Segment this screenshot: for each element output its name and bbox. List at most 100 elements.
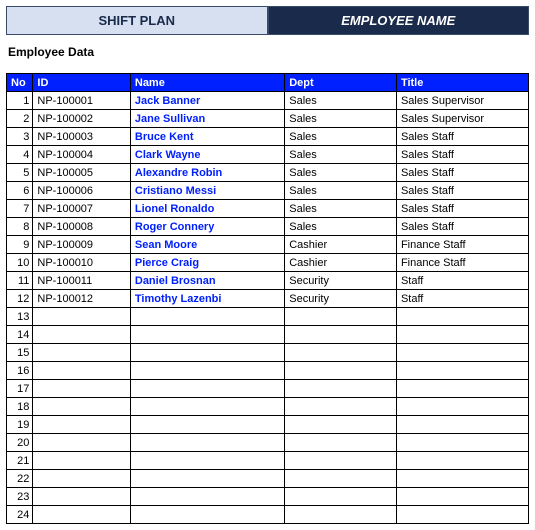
- cell-no[interactable]: 17: [7, 380, 33, 398]
- cell-title[interactable]: Sales Staff: [396, 218, 528, 236]
- cell-no[interactable]: 16: [7, 362, 33, 380]
- cell-name[interactable]: Timothy Lazenbi: [130, 290, 284, 308]
- cell-dept[interactable]: [285, 434, 397, 452]
- cell-dept[interactable]: Sales: [285, 164, 397, 182]
- cell-dept[interactable]: [285, 398, 397, 416]
- cell-dept[interactable]: [285, 344, 397, 362]
- cell-dept[interactable]: Sales: [285, 218, 397, 236]
- cell-title[interactable]: [396, 398, 528, 416]
- cell-no[interactable]: 1: [7, 92, 33, 110]
- cell-no[interactable]: 18: [7, 398, 33, 416]
- cell-dept[interactable]: [285, 308, 397, 326]
- cell-id[interactable]: NP-100008: [33, 218, 130, 236]
- cell-name[interactable]: [130, 488, 284, 506]
- cell-name[interactable]: [130, 398, 284, 416]
- cell-id[interactable]: [33, 416, 130, 434]
- cell-no[interactable]: 9: [7, 236, 33, 254]
- cell-id[interactable]: NP-100005: [33, 164, 130, 182]
- cell-name[interactable]: [130, 362, 284, 380]
- cell-title[interactable]: Sales Staff: [396, 182, 528, 200]
- cell-id[interactable]: [33, 506, 130, 524]
- cell-id[interactable]: [33, 362, 130, 380]
- cell-title[interactable]: [396, 308, 528, 326]
- cell-no[interactable]: 5: [7, 164, 33, 182]
- cell-dept[interactable]: Sales: [285, 92, 397, 110]
- cell-id[interactable]: NP-100011: [33, 272, 130, 290]
- cell-no[interactable]: 21: [7, 452, 33, 470]
- cell-id[interactable]: NP-100010: [33, 254, 130, 272]
- cell-dept[interactable]: [285, 326, 397, 344]
- cell-dept[interactable]: [285, 416, 397, 434]
- cell-no[interactable]: 19: [7, 416, 33, 434]
- cell-no[interactable]: 8: [7, 218, 33, 236]
- cell-name[interactable]: Pierce Craig: [130, 254, 284, 272]
- cell-dept[interactable]: [285, 488, 397, 506]
- cell-title[interactable]: Sales Supervisor: [396, 92, 528, 110]
- cell-id[interactable]: NP-100001: [33, 92, 130, 110]
- cell-id[interactable]: [33, 434, 130, 452]
- cell-title[interactable]: Staff: [396, 272, 528, 290]
- cell-title[interactable]: Finance Staff: [396, 236, 528, 254]
- cell-dept[interactable]: [285, 470, 397, 488]
- cell-dept[interactable]: Sales: [285, 110, 397, 128]
- cell-title[interactable]: Sales Staff: [396, 164, 528, 182]
- cell-name[interactable]: Alexandre Robin: [130, 164, 284, 182]
- cell-no[interactable]: 2: [7, 110, 33, 128]
- cell-no[interactable]: 12: [7, 290, 33, 308]
- cell-title[interactable]: Finance Staff: [396, 254, 528, 272]
- cell-title[interactable]: [396, 434, 528, 452]
- tab-shift-plan[interactable]: SHIFT PLAN: [6, 6, 268, 35]
- cell-no[interactable]: 6: [7, 182, 33, 200]
- cell-name[interactable]: Sean Moore: [130, 236, 284, 254]
- cell-name[interactable]: [130, 416, 284, 434]
- cell-title[interactable]: [396, 470, 528, 488]
- cell-no[interactable]: 10: [7, 254, 33, 272]
- cell-name[interactable]: Roger Connery: [130, 218, 284, 236]
- cell-dept[interactable]: [285, 506, 397, 524]
- cell-name[interactable]: [130, 308, 284, 326]
- cell-dept[interactable]: [285, 362, 397, 380]
- cell-id[interactable]: NP-100009: [33, 236, 130, 254]
- cell-name[interactable]: Cristiano Messi: [130, 182, 284, 200]
- cell-no[interactable]: 4: [7, 146, 33, 164]
- cell-id[interactable]: NP-100006: [33, 182, 130, 200]
- cell-title[interactable]: [396, 488, 528, 506]
- cell-dept[interactable]: Sales: [285, 200, 397, 218]
- cell-id[interactable]: NP-100003: [33, 128, 130, 146]
- cell-name[interactable]: [130, 380, 284, 398]
- cell-dept[interactable]: Cashier: [285, 236, 397, 254]
- cell-id[interactable]: NP-100004: [33, 146, 130, 164]
- cell-dept[interactable]: Sales: [285, 128, 397, 146]
- cell-dept[interactable]: Sales: [285, 146, 397, 164]
- cell-dept[interactable]: [285, 452, 397, 470]
- cell-name[interactable]: Daniel Brosnan: [130, 272, 284, 290]
- cell-no[interactable]: 3: [7, 128, 33, 146]
- tab-employee-name[interactable]: EMPLOYEE NAME: [268, 6, 530, 35]
- cell-title[interactable]: Sales Staff: [396, 128, 528, 146]
- cell-id[interactable]: NP-100012: [33, 290, 130, 308]
- cell-name[interactable]: Lionel Ronaldo: [130, 200, 284, 218]
- cell-name[interactable]: [130, 344, 284, 362]
- cell-no[interactable]: 24: [7, 506, 33, 524]
- cell-no[interactable]: 14: [7, 326, 33, 344]
- cell-title[interactable]: [396, 452, 528, 470]
- cell-id[interactable]: [33, 470, 130, 488]
- cell-name[interactable]: [130, 452, 284, 470]
- cell-title[interactable]: [396, 416, 528, 434]
- cell-no[interactable]: 7: [7, 200, 33, 218]
- cell-title[interactable]: [396, 344, 528, 362]
- cell-dept[interactable]: Security: [285, 272, 397, 290]
- cell-title[interactable]: Sales Supervisor: [396, 110, 528, 128]
- cell-id[interactable]: [33, 488, 130, 506]
- cell-title[interactable]: [396, 380, 528, 398]
- cell-title[interactable]: [396, 506, 528, 524]
- cell-id[interactable]: [33, 344, 130, 362]
- cell-id[interactable]: [33, 326, 130, 344]
- cell-dept[interactable]: Cashier: [285, 254, 397, 272]
- cell-title[interactable]: [396, 362, 528, 380]
- cell-id[interactable]: [33, 398, 130, 416]
- cell-name[interactable]: Clark Wayne: [130, 146, 284, 164]
- cell-title[interactable]: Staff: [396, 290, 528, 308]
- cell-no[interactable]: 23: [7, 488, 33, 506]
- cell-dept[interactable]: Security: [285, 290, 397, 308]
